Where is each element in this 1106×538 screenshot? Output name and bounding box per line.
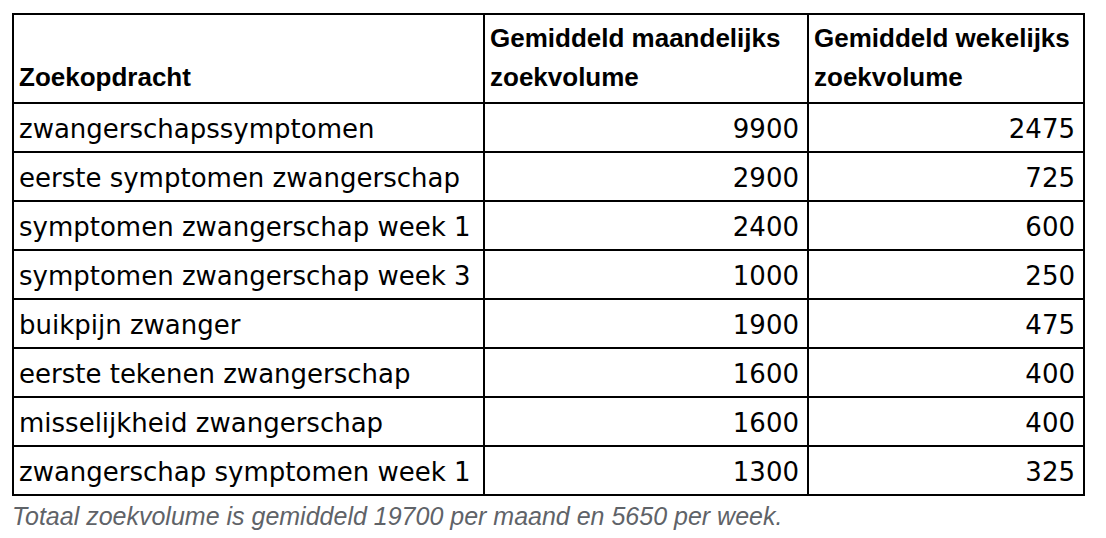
monthly-volume-cell: 1600 — [484, 348, 808, 397]
table-row: eerste symptomen zwangerschap 2900 725 — [13, 152, 1084, 201]
monthly-volume-cell: 2900 — [484, 152, 808, 201]
table-caption: Totaal zoekvolume is gemiddeld 19700 per… — [12, 501, 1083, 531]
weekly-volume-cell: 250 — [808, 250, 1084, 299]
weekly-volume-cell: 400 — [808, 348, 1084, 397]
table-body: zwangerschapssymptomen 9900 2475 eerste … — [13, 103, 1084, 495]
monthly-volume-cell: 1900 — [484, 299, 808, 348]
weekly-volume-cell: 325 — [808, 446, 1084, 495]
weekly-volume-cell: 600 — [808, 201, 1084, 250]
column-header-weekly-volume: Gemiddeld wekelijks zoekvolume — [808, 14, 1084, 103]
monthly-volume-cell: 1300 — [484, 446, 808, 495]
keyword-cell: eerste symptomen zwangerschap — [13, 152, 484, 201]
weekly-volume-cell: 400 — [808, 397, 1084, 446]
keyword-cell: buikpijn zwanger — [13, 299, 484, 348]
monthly-volume-cell: 2400 — [484, 201, 808, 250]
monthly-volume-cell: 1000 — [484, 250, 808, 299]
monthly-volume-cell: 1600 — [484, 397, 808, 446]
keyword-cell: symptomen zwangerschap week 3 — [13, 250, 484, 299]
table-header: Zoekopdracht Gemiddeld maandelijks zoekv… — [13, 14, 1084, 103]
table-row: symptomen zwangerschap week 1 2400 600 — [13, 201, 1084, 250]
column-header-keyword: Zoekopdracht — [13, 14, 484, 103]
keyword-cell: zwangerschapssymptomen — [13, 103, 484, 152]
table-row: buikpijn zwanger 1900 475 — [13, 299, 1084, 348]
search-volume-table-container: Zoekopdracht Gemiddeld maandelijks zoekv… — [12, 13, 1083, 531]
column-header-monthly-volume: Gemiddeld maandelijks zoekvolume — [484, 14, 808, 103]
weekly-volume-cell: 725 — [808, 152, 1084, 201]
keyword-cell: symptomen zwangerschap week 1 — [13, 201, 484, 250]
weekly-volume-cell: 2475 — [808, 103, 1084, 152]
table-row: symptomen zwangerschap week 3 1000 250 — [13, 250, 1084, 299]
monthly-volume-cell: 9900 — [484, 103, 808, 152]
header-row: Zoekopdracht Gemiddeld maandelijks zoekv… — [13, 14, 1084, 103]
table-row: misselijkheid zwangerschap 1600 400 — [13, 397, 1084, 446]
table-row: zwangerschap symptomen week 1 1300 325 — [13, 446, 1084, 495]
search-volume-table: Zoekopdracht Gemiddeld maandelijks zoekv… — [12, 13, 1085, 496]
table-row: zwangerschapssymptomen 9900 2475 — [13, 103, 1084, 152]
table-row: eerste tekenen zwangerschap 1600 400 — [13, 348, 1084, 397]
keyword-cell: misselijkheid zwangerschap — [13, 397, 484, 446]
keyword-cell: eerste tekenen zwangerschap — [13, 348, 484, 397]
keyword-cell: zwangerschap symptomen week 1 — [13, 446, 484, 495]
weekly-volume-cell: 475 — [808, 299, 1084, 348]
